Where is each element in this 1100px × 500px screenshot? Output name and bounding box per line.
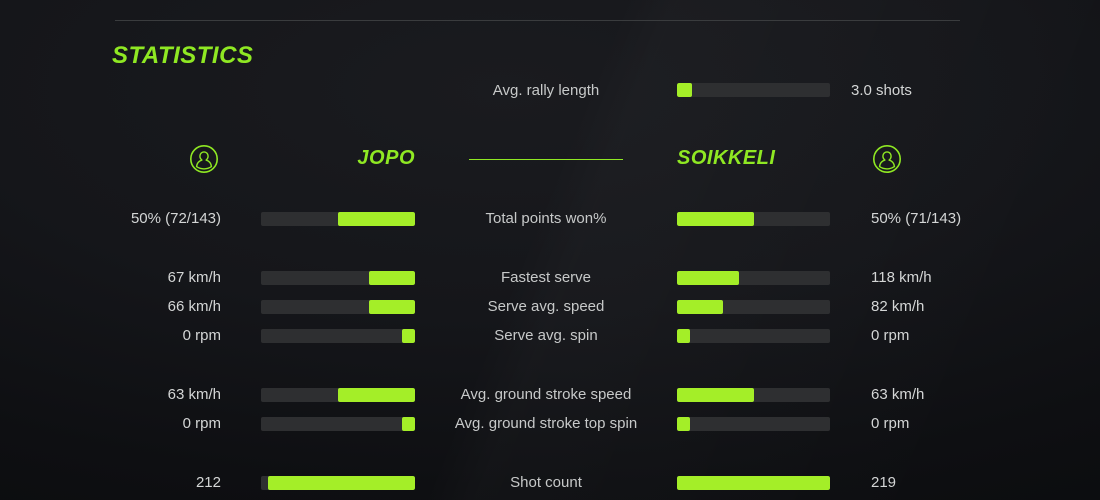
player-name-right: SOIKKELI [677,147,776,169]
left-bar-fill [338,387,415,402]
players-header: JOPO SOIKKELI [0,144,1100,174]
person-icon [189,144,219,174]
stat-label: Avg. ground stroke speed [460,386,632,403]
stat-label: Fastest serve [500,269,592,286]
stat-label: Shot count [510,474,582,491]
person-icon [872,144,902,174]
right-bar [677,416,830,431]
left-bar [261,299,415,314]
stat-row-serve-avg-speed: 66 km/h Serve avg. speed 82 km/h [0,292,1100,321]
rally-length-label: Avg. rally length [492,81,600,99]
page-title: STATISTICS [112,42,254,69]
left-bar-fill [401,328,415,343]
stat-label: Avg. ground stroke top spin [454,415,638,432]
left-value: 67 km/h [167,269,221,286]
left-value: 0 rpm [182,327,221,344]
left-bar [261,270,415,285]
right-value: 50% (71/143) [871,210,962,227]
right-bar-fill [677,387,754,402]
left-bar-fill [368,299,415,314]
right-bar-fill [677,211,754,226]
stats-table: 50% (72/143) Total points won% 50% (71/1… [0,204,1100,497]
stat-label: Total points won% [485,210,607,227]
right-value: 219 [871,474,897,491]
right-bar [677,211,830,226]
header-divider-line [469,159,623,160]
left-bar-fill [368,270,415,285]
right-value: 63 km/h [871,386,925,403]
right-bar [677,475,830,490]
right-bar-fill [677,416,690,431]
right-bar-fill [677,270,739,285]
stat-row-fastest-serve: 67 km/h Fastest serve 118 km/h [0,263,1100,292]
left-bar [261,328,415,343]
right-value: 0 rpm [871,415,910,432]
right-bar-fill [677,299,723,314]
stat-row-shot-count: 212 Shot count 219 [0,468,1100,497]
stat-row-ground-stroke-top-spin: 0 rpm Avg. ground stroke top spin 0 rpm [0,409,1100,438]
left-bar-fill [267,475,415,490]
right-value: 0 rpm [871,327,910,344]
right-bar [677,328,830,343]
right-bar [677,299,830,314]
rally-length-value: 3.0 shots [851,81,912,99]
left-bar [261,387,415,402]
rally-length-bar [677,83,830,97]
right-value: 82 km/h [871,298,925,315]
stat-label: Serve avg. spin [494,327,598,344]
rally-length-bar-fill [677,83,693,97]
right-bar [677,387,830,402]
stat-label: Serve avg. speed [487,298,605,315]
left-bar-fill [338,211,415,226]
right-bar-fill [677,475,830,490]
right-value: 118 km/h [871,269,932,286]
left-value: 212 [195,474,221,491]
left-bar [261,416,415,431]
right-bar-fill [677,328,690,343]
player-name-left: JOPO [357,147,415,169]
left-bar [261,475,415,490]
left-value: 63 km/h [167,386,221,403]
rally-length-row: Avg. rally length 3.0 shots [0,76,1100,104]
right-bar [677,270,830,285]
left-value: 66 km/h [167,298,221,315]
stat-row-ground-stroke-speed: 63 km/h Avg. ground stroke speed 63 km/h [0,380,1100,409]
left-bar [261,211,415,226]
top-divider [115,20,960,21]
stat-row-total-points: 50% (72/143) Total points won% 50% (71/1… [0,204,1100,233]
left-value: 50% (72/143) [130,210,221,227]
left-bar-fill [401,416,415,431]
stat-row-serve-avg-spin: 0 rpm Serve avg. spin 0 rpm [0,321,1100,350]
left-value: 0 rpm [182,415,221,432]
